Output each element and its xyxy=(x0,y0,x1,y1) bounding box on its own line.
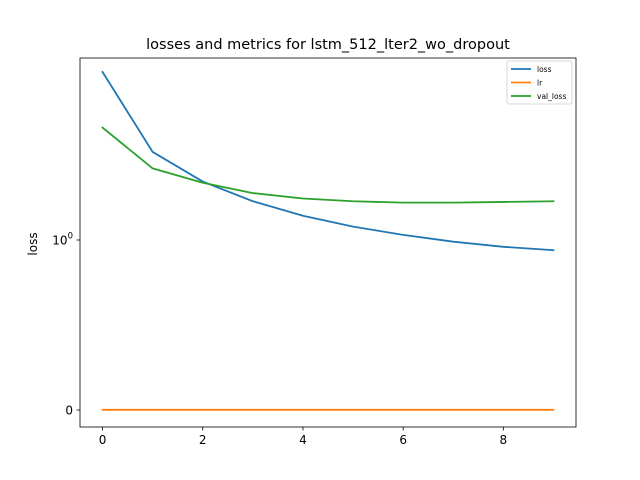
y-tick-label-0: 0 xyxy=(65,404,73,418)
legend-label-val-loss: val_loss xyxy=(537,92,566,101)
legend-frame xyxy=(506,60,573,105)
plot-frame xyxy=(79,57,577,428)
y-axis-label: loss xyxy=(26,232,40,255)
legend-label-lr: lr xyxy=(537,78,543,87)
ticks-layer: 0 2 4 6 8 0 100 xyxy=(52,232,507,448)
x-tick-label-0: 0 xyxy=(99,433,107,447)
series-line-val-loss xyxy=(101,126,555,204)
y-tick-label-1: 100 xyxy=(52,232,73,248)
series-layer xyxy=(101,70,555,411)
x-tick-label-2: 2 xyxy=(199,433,207,447)
series-line-loss xyxy=(101,70,555,252)
x-tick-label-4: 4 xyxy=(299,433,307,447)
legend-label-loss: loss xyxy=(537,65,552,74)
chart-title: losses and metrics for lstm_512_lter2_wo… xyxy=(146,37,510,53)
x-tick-label-6: 6 xyxy=(399,433,407,447)
x-tick-label-8: 8 xyxy=(500,433,508,447)
legend: loss lr val_loss xyxy=(506,60,573,105)
